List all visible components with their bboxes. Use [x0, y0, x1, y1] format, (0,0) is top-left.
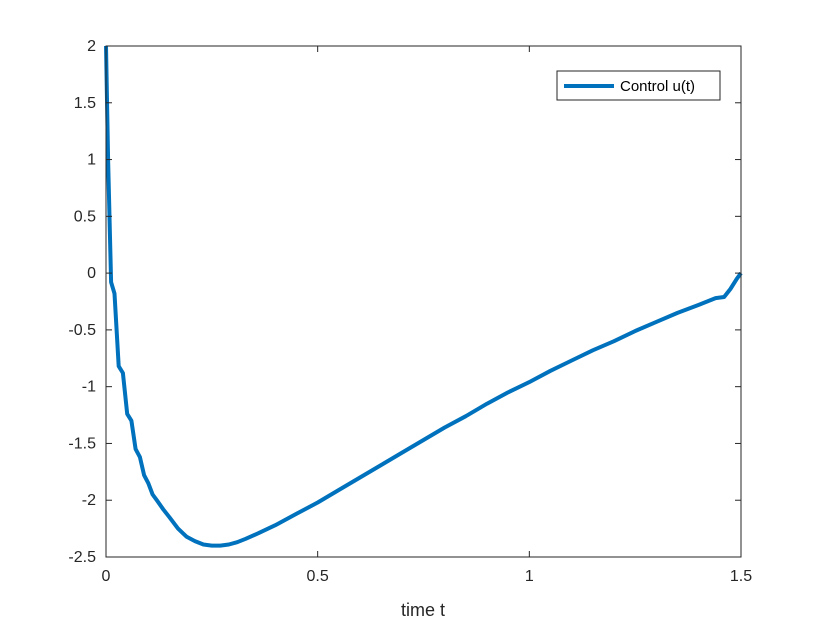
series-line-control-u: [104, 45, 743, 548]
x-tick-label: 1.5: [730, 568, 752, 585]
x-tick-label: 0: [102, 568, 111, 585]
series-layer: [104, 45, 743, 548]
y-tick-label: -1: [82, 379, 96, 396]
legend-entry-label: Control u(t): [620, 78, 695, 95]
y-tick-label: 1: [87, 152, 96, 169]
y-tick-label: 0.5: [74, 208, 96, 225]
ticks-layer: 0 0.5 1 1.5 -2.5 -2 -1.5 -1 -0.5 0 0.5 1 1.5 2: [68, 38, 752, 585]
x-tick-label: 0.5: [307, 568, 329, 585]
legend: Control u(t): [556, 70, 721, 101]
y-tick-label: 1.5: [74, 95, 96, 112]
plot-area: [106, 46, 741, 557]
y-tick-label: -0.5: [68, 322, 96, 339]
x-tick-label: 1: [525, 568, 534, 585]
y-tick-label: -1.5: [68, 435, 96, 452]
y-tick-label: 2: [87, 38, 96, 55]
y-tick-label: -2: [82, 492, 96, 509]
axes-box: [105, 45, 742, 558]
axes-frame: [105, 45, 742, 558]
y-tick-label: -2.5: [68, 549, 96, 566]
x-axis-label: time t: [401, 600, 445, 620]
y-tick-label: 0: [87, 265, 96, 282]
